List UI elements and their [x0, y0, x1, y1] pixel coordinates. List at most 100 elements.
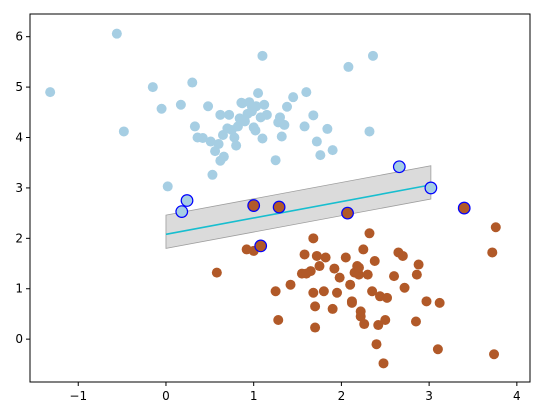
- data-point-s0-51: [311, 136, 322, 147]
- data-point-s1-48: [413, 259, 424, 270]
- data-point-s0-23: [229, 132, 240, 143]
- y-tick-label-2: 2: [15, 231, 23, 245]
- data-point-s0-24: [231, 140, 242, 151]
- data-point-s0-40: [261, 109, 272, 120]
- support-vector-point-s3-0: [247, 199, 261, 212]
- data-point-s0-12: [205, 136, 216, 147]
- support-vector-point-s2-0: [175, 205, 189, 219]
- data-point-s1-52: [487, 247, 498, 258]
- data-point-s1-13: [310, 322, 321, 333]
- data-point-s1-3: [270, 286, 281, 297]
- data-point-s0-28: [239, 116, 250, 127]
- data-point-s1-29: [355, 311, 366, 322]
- data-point-s0-58: [236, 97, 247, 108]
- data-point-s0-17: [215, 109, 226, 120]
- data-point-s0-52: [315, 150, 326, 161]
- y-tick-label-1: 1: [15, 282, 23, 296]
- data-point-s0-44: [276, 131, 287, 142]
- data-point-s0-8: [189, 121, 200, 132]
- data-point-s1-22: [340, 252, 351, 263]
- data-point-s1-49: [421, 296, 432, 307]
- y-tick-label-6: 6: [15, 30, 23, 44]
- support-vector-point-s3-3: [341, 206, 354, 220]
- data-point-s1-23: [345, 279, 356, 290]
- data-point-s1-37: [373, 320, 384, 331]
- data-point-s0-3: [147, 82, 158, 93]
- x-tick-label-0: 0: [162, 389, 170, 403]
- y-tick-label-3: 3: [15, 181, 23, 195]
- data-point-s0-33: [250, 125, 261, 136]
- confidence-band-layer: [165, 165, 432, 249]
- data-point-s0-35: [253, 88, 264, 99]
- y-tick-label-5: 5: [15, 80, 23, 94]
- data-point-s0-46: [282, 101, 293, 112]
- data-point-s1-33: [364, 228, 375, 239]
- data-point-s0-56: [364, 126, 375, 137]
- x-tick-label--1: −1: [69, 389, 87, 403]
- data-point-s0-53: [322, 123, 333, 134]
- data-point-s0-6: [175, 99, 186, 110]
- x-tick-label-1: 1: [250, 389, 258, 403]
- data-point-s1-47: [411, 269, 422, 280]
- data-point-s0-59: [246, 101, 257, 112]
- support-vector-point-s3-1: [254, 239, 268, 253]
- data-point-s0-43: [275, 112, 285, 123]
- data-point-s1-40: [380, 314, 391, 325]
- data-point-s1-15: [314, 261, 325, 272]
- data-point-s1-56: [353, 262, 364, 273]
- data-point-s0-2: [118, 126, 129, 137]
- data-point-s1-42: [389, 271, 400, 282]
- data-point-s1-35: [369, 256, 380, 267]
- data-point-s1-18: [327, 303, 338, 314]
- data-point-s1-30: [358, 244, 369, 255]
- data-point-s0-4: [156, 103, 167, 114]
- data-point-s1-51: [434, 297, 445, 308]
- data-point-s1-0: [211, 267, 222, 278]
- x-tick-label-4: 4: [513, 389, 521, 403]
- data-point-s0-49: [299, 121, 310, 132]
- data-point-s1-41: [382, 292, 393, 303]
- data-point-s0-1: [111, 28, 122, 39]
- data-point-s0-37: [257, 133, 268, 144]
- data-point-s1-10: [308, 233, 319, 244]
- y-tick-label-4: 4: [15, 131, 23, 145]
- plot-frame: [29, 13, 531, 383]
- x-tick-label-3: 3: [425, 389, 433, 403]
- data-point-s1-39: [378, 358, 389, 369]
- data-point-s0-21: [224, 109, 235, 120]
- data-point-s1-46: [410, 316, 421, 327]
- data-point-s1-55: [346, 297, 357, 308]
- data-points-layer: [45, 28, 501, 369]
- data-point-s1-44: [397, 250, 408, 261]
- data-point-s0-25: [232, 121, 243, 132]
- support-vector-point-s3-4: [457, 201, 471, 215]
- support-vector-point-s2-3: [424, 181, 438, 195]
- data-point-s0-0: [45, 87, 56, 98]
- x-tick-label-2: 2: [338, 389, 346, 403]
- data-point-s1-20: [332, 287, 343, 298]
- data-point-s1-19: [329, 263, 340, 274]
- support-vector-point-s2-2: [392, 160, 406, 174]
- regression-line-layer: [165, 184, 432, 236]
- data-point-s1-45: [399, 282, 410, 293]
- confidence-band: [165, 165, 432, 249]
- data-point-s0-7: [187, 77, 198, 88]
- data-point-s0-57: [367, 50, 378, 61]
- data-point-s0-10: [197, 133, 208, 144]
- data-point-s1-34: [367, 286, 378, 297]
- data-point-s1-17: [320, 252, 331, 263]
- data-point-s1-5: [285, 279, 296, 290]
- data-point-s1-12: [310, 301, 321, 312]
- data-point-s0-39: [257, 50, 268, 61]
- data-point-s1-36: [371, 339, 382, 350]
- support-vector-point-s2-1: [180, 194, 194, 207]
- data-point-s1-27: [353, 269, 364, 280]
- data-point-s0-41: [270, 155, 281, 166]
- data-point-s0-55: [343, 61, 354, 72]
- data-point-s0-45: [279, 119, 290, 130]
- data-point-s0-15: [213, 139, 224, 150]
- data-point-s1-53: [490, 222, 501, 233]
- support-vector-point-s3-2: [272, 200, 286, 214]
- data-point-s0-50: [308, 110, 319, 121]
